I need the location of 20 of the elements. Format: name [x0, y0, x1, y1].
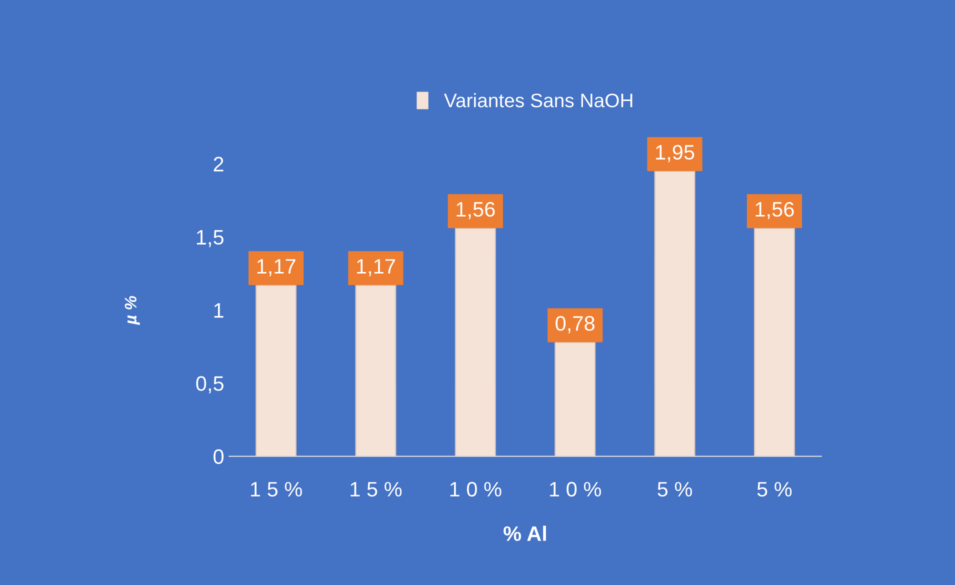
x-tick-label: 1 0 %: [450, 482, 502, 497]
x-tick-label: 5 %: [757, 482, 792, 497]
data-label: 1,17: [357, 259, 395, 276]
y-tick-label: 0,5: [196, 376, 224, 394]
x-tick-label: 5 %: [658, 482, 692, 497]
x-tick-label: 1 5 %: [350, 482, 402, 497]
y-tick-label: 2: [214, 156, 224, 172]
data-label: 1,17: [257, 259, 296, 276]
x-tick-label: 1 0 %: [550, 482, 601, 497]
data-label: 1,56: [456, 202, 495, 220]
data-label: 1,56: [756, 202, 794, 220]
data-label: 1,95: [656, 144, 694, 162]
y-axis-title: µ %: [124, 296, 140, 325]
y-tick-label: 1,5: [196, 230, 224, 248]
legend-label: Variantes Sans NaOH: [444, 93, 632, 108]
data-label: 0,78: [556, 316, 594, 334]
x-tick-label: 1 5 %: [251, 482, 302, 497]
y-tick-label: 1: [214, 303, 224, 318]
y-tick-label: 0: [214, 449, 224, 464]
x-axis-title: % Al: [504, 526, 546, 541]
